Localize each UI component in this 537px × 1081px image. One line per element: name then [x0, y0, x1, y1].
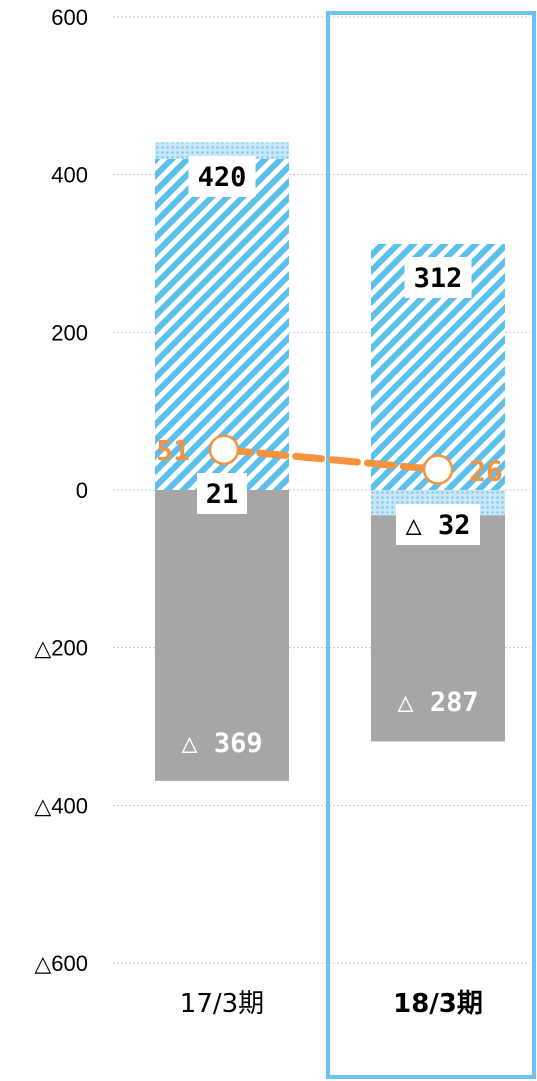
- data-label-bg: [404, 257, 472, 298]
- data-label: 21: [206, 479, 239, 510]
- bar: [155, 142, 289, 159]
- bar: [155, 490, 289, 781]
- data-label: △ 369: [181, 728, 262, 759]
- line-marker: [422, 454, 454, 485]
- line-data-label: 26: [469, 455, 503, 488]
- bar: [371, 515, 505, 742]
- y-tick-label: 400: [51, 163, 88, 188]
- y-tick-label: △200: [34, 636, 88, 661]
- highlight-frame: [326, 11, 536, 1079]
- data-label-bg: [188, 156, 256, 197]
- y-tick-label: △400: [34, 793, 88, 818]
- y-tick-label: △600: [34, 951, 88, 976]
- highlight-box: [326, 11, 536, 1079]
- data-label: 420: [198, 162, 247, 193]
- x-tick-label: 17/3期: [180, 989, 264, 1019]
- line-marker: [208, 434, 240, 466]
- data-label: △ 287: [397, 687, 478, 718]
- y-tick-label: 200: [51, 320, 88, 345]
- data-labels: 420 312 21 △ 32 △ 369 △ 287: [181, 156, 480, 759]
- axes: 600 400 200 0 △200 △400 △600 17/3期 18/3期: [34, 5, 483, 1019]
- data-label: △ 32: [405, 510, 470, 541]
- x-tick-label: 18/3期: [393, 989, 483, 1019]
- line-segment: [220, 446, 442, 474]
- line-series: 51 26: [156, 434, 503, 488]
- data-label: 312: [414, 263, 463, 294]
- y-tick-label: 0: [76, 478, 88, 503]
- y-tick-label: 600: [51, 5, 88, 30]
- data-label-bg: [197, 473, 247, 514]
- line-data-label: 51: [156, 434, 190, 467]
- data-label-bg: [396, 504, 480, 545]
